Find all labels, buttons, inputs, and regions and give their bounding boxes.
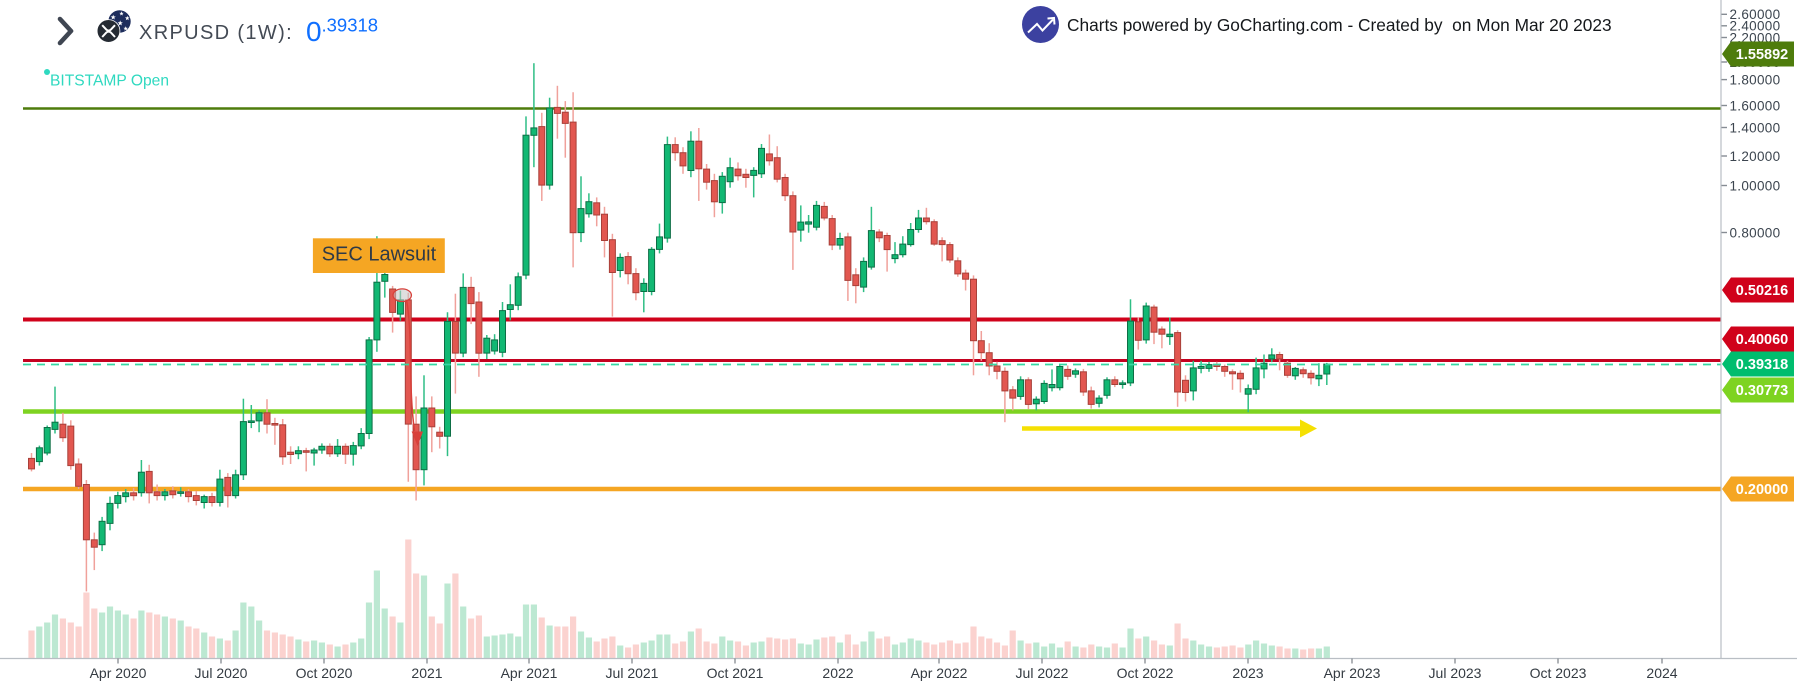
svg-text:1.20000: 1.20000 bbox=[1730, 149, 1781, 164]
svg-text:1.80000: 1.80000 bbox=[1730, 72, 1781, 87]
svg-text:2021: 2021 bbox=[411, 665, 442, 681]
svg-text:SEC Lawsuit: SEC Lawsuit bbox=[322, 244, 437, 266]
svg-text:Jul 2021: Jul 2021 bbox=[606, 665, 659, 681]
svg-text:2023: 2023 bbox=[1232, 665, 1263, 681]
svg-text:Charts powered by GoCharting.c: Charts powered by GoCharting.com - Creat… bbox=[1067, 15, 1612, 35]
svg-text:Jul 2020: Jul 2020 bbox=[195, 665, 248, 681]
svg-text:BITSTAMP Open: BITSTAMP Open bbox=[50, 73, 169, 90]
svg-text:.39318: .39318 bbox=[322, 15, 379, 36]
svg-text:2024: 2024 bbox=[1646, 665, 1677, 681]
svg-text:Oct 2022: Oct 2022 bbox=[1117, 665, 1174, 681]
svg-text:0.30773: 0.30773 bbox=[1736, 383, 1788, 399]
svg-text:0.39318: 0.39318 bbox=[1736, 357, 1788, 373]
svg-text:Oct 2021: Oct 2021 bbox=[707, 665, 764, 681]
svg-text:XRPUSD (1W):: XRPUSD (1W): bbox=[139, 22, 293, 44]
svg-text:Apr 2022: Apr 2022 bbox=[911, 665, 968, 681]
svg-text:2.40000: 2.40000 bbox=[1730, 19, 1781, 34]
svg-text:Oct 2023: Oct 2023 bbox=[1530, 665, 1587, 681]
svg-text:Jul 2023: Jul 2023 bbox=[1429, 665, 1482, 681]
svg-text:0.20000: 0.20000 bbox=[1736, 482, 1788, 498]
svg-text:0.80000: 0.80000 bbox=[1730, 225, 1781, 240]
svg-text:1.00000: 1.00000 bbox=[1730, 178, 1781, 193]
svg-text:Oct 2020: Oct 2020 bbox=[296, 665, 353, 681]
svg-text:Jul 2022: Jul 2022 bbox=[1016, 665, 1069, 681]
svg-text:1.40000: 1.40000 bbox=[1730, 120, 1781, 135]
svg-text:1.55892: 1.55892 bbox=[1736, 47, 1788, 63]
svg-text:Apr 2021: Apr 2021 bbox=[501, 665, 558, 681]
svg-text:1.60000: 1.60000 bbox=[1730, 98, 1781, 113]
svg-text:Apr 2023: Apr 2023 bbox=[1324, 665, 1381, 681]
svg-text:0: 0 bbox=[306, 16, 322, 47]
svg-text:2022: 2022 bbox=[822, 665, 853, 681]
svg-text:Apr 2020: Apr 2020 bbox=[90, 665, 147, 681]
svg-text:2.60000: 2.60000 bbox=[1730, 7, 1781, 22]
svg-text:0.50216: 0.50216 bbox=[1736, 283, 1788, 299]
svg-text:0.40060: 0.40060 bbox=[1736, 332, 1788, 348]
